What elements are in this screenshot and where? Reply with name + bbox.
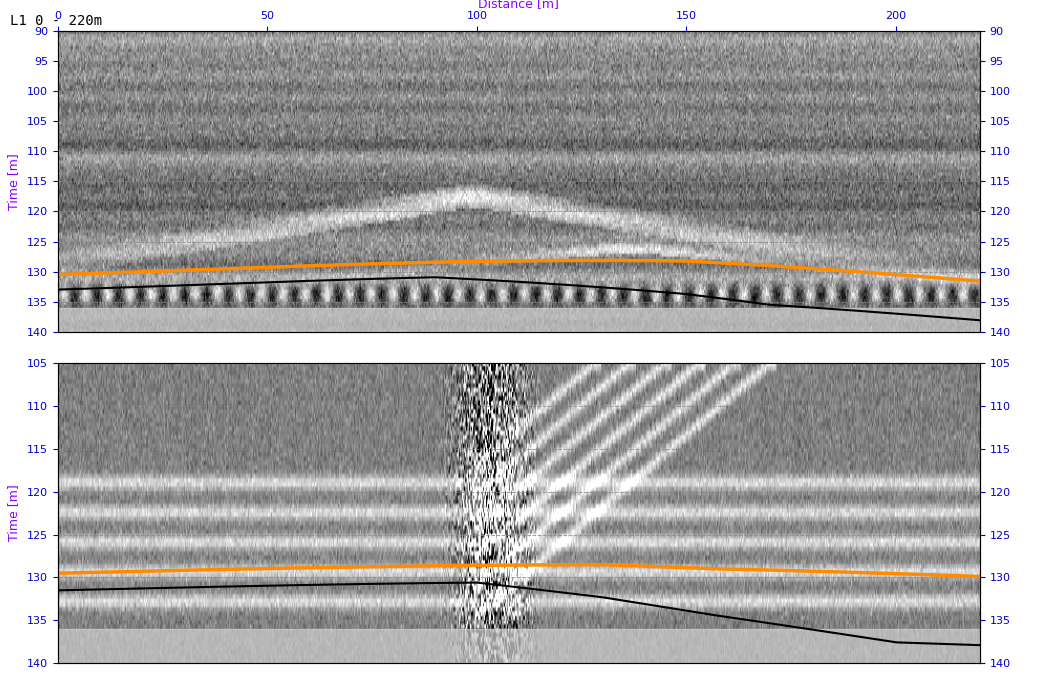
Bar bbox=[58, 629, 980, 663]
Y-axis label: Time [m]: Time [m] bbox=[7, 484, 20, 542]
X-axis label: Distance [m]: Distance [m] bbox=[478, 0, 560, 10]
Text: L1 0 - 220m: L1 0 - 220m bbox=[10, 14, 103, 28]
Y-axis label: Time [m]: Time [m] bbox=[7, 153, 20, 210]
Bar bbox=[58, 307, 980, 332]
